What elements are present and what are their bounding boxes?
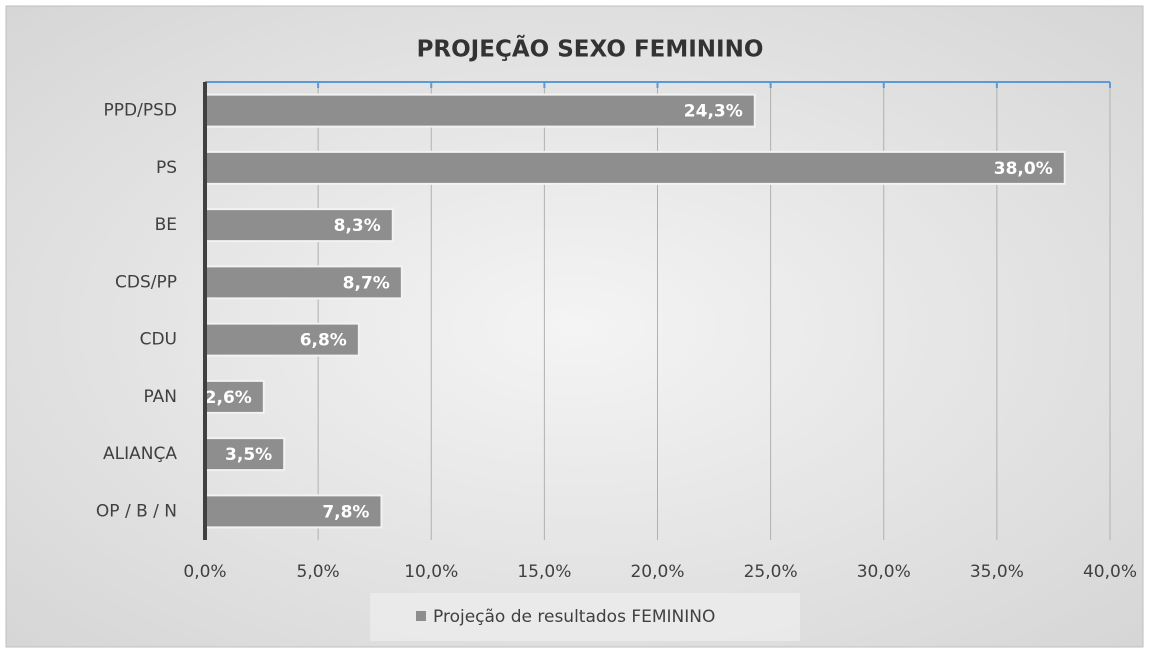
value-label: 24,3% [684,102,743,122]
x-tick-label: 30,0% [857,562,911,582]
bar [204,379,265,414]
y-tick-label: PAN [143,387,177,407]
value-label: 6,8% [300,331,347,351]
bar [204,322,360,357]
y-tick-label: CDU [140,330,177,350]
value-label: 7,8% [322,502,369,522]
y-tick-label: PS [156,158,177,178]
value-label: 38,0% [994,159,1053,179]
x-tick-label: 10,0% [404,562,458,582]
y-tick-label: PPD/PSD [104,101,177,121]
legend-swatch [416,611,426,621]
x-tick-label: 5,0% [297,562,340,582]
y-tick-label: CDS/PP [115,272,177,292]
legend-label: Projeção de resultados FEMININO [433,607,715,627]
x-tick-label: 15,0% [517,562,571,582]
y-tick-label: OP / B / N [96,501,177,521]
y-tick-label: BE [155,215,177,235]
x-tick-label: 25,0% [744,562,798,582]
x-tick-label: 20,0% [630,562,684,582]
bar [204,208,394,243]
bar [204,265,403,300]
value-label: 8,3% [334,216,381,236]
chart-title: PROJEÇÃO SEXO FEMININO [417,35,764,63]
y-tick-label: ALIANÇA [103,444,177,464]
bar [204,93,756,128]
x-tick-label: 0,0% [183,562,226,582]
bar [204,494,383,529]
x-tick-label: 35,0% [970,562,1024,582]
value-label: 2,6% [205,388,252,408]
legend-box [370,593,800,641]
bar [204,150,1066,185]
x-tick-label: 40,0% [1083,562,1137,582]
value-label: 3,5% [225,445,272,465]
value-label: 8,7% [343,273,390,293]
